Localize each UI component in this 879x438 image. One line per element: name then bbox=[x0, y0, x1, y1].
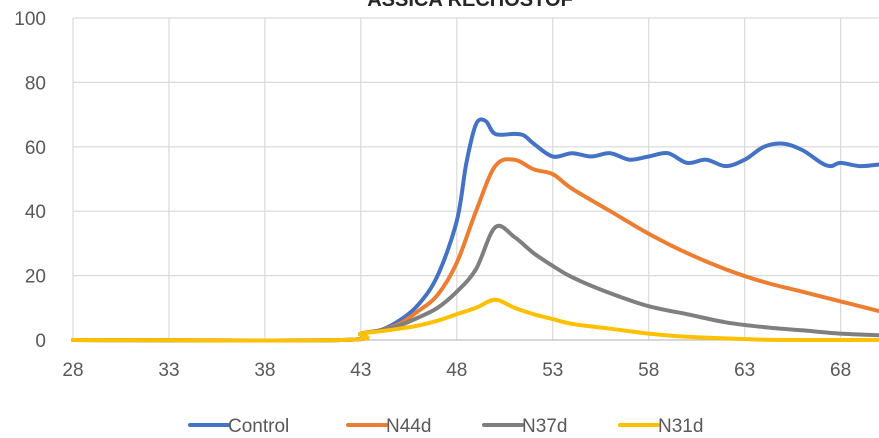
x-axis-ticks: 28 33 38 43 48 53 58 63 68 bbox=[62, 360, 851, 381]
series-line-n31d bbox=[71, 297, 879, 343]
x-tick-label: 28 bbox=[62, 360, 83, 381]
x-tick-label: 38 bbox=[254, 360, 275, 381]
x-tick-label: 58 bbox=[638, 360, 659, 381]
legend-label: N37d bbox=[522, 416, 567, 437]
series-lines bbox=[71, 117, 879, 343]
y-tick-label: 20 bbox=[25, 267, 46, 288]
x-tick-label: 68 bbox=[830, 360, 851, 381]
x-tick-label: 48 bbox=[446, 360, 467, 381]
y-tick-label: 80 bbox=[25, 73, 46, 94]
legend-label: N31d bbox=[658, 416, 703, 437]
x-tick-label: 33 bbox=[158, 360, 179, 381]
legend-label: Control bbox=[228, 416, 289, 437]
y-tick-label: 100 bbox=[14, 9, 46, 30]
chart-title: ASSICA RECHOSTOF bbox=[367, 0, 573, 11]
y-axis-ticks: 0 20 40 60 80 100 bbox=[14, 9, 46, 352]
series-line-n37d bbox=[71, 223, 879, 343]
y-tick-label: 60 bbox=[25, 138, 46, 159]
y-tick-label: 0 bbox=[35, 331, 46, 352]
legend-label: N44d bbox=[386, 416, 431, 437]
y-tick-label: 40 bbox=[25, 202, 46, 223]
chart-legend: Control N44d N37d N31d bbox=[188, 416, 703, 437]
x-tick-label: 63 bbox=[734, 360, 755, 381]
series-line-n44d bbox=[71, 157, 879, 343]
x-tick-label: 43 bbox=[350, 360, 371, 381]
series-line-control bbox=[71, 117, 879, 343]
chart-grid bbox=[72, 17, 879, 341]
x-tick-label: 53 bbox=[542, 360, 563, 381]
